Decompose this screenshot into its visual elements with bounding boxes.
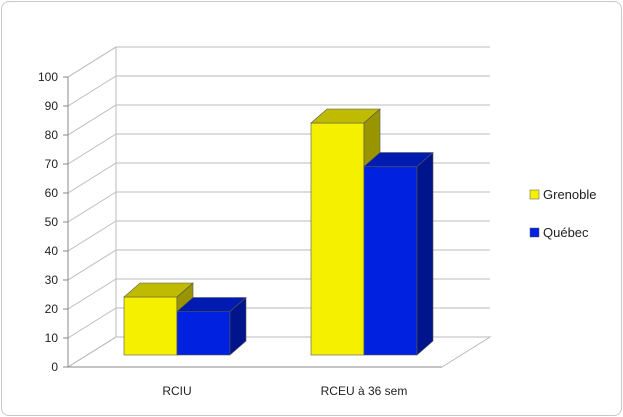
legend: Grenoble Québec	[529, 187, 596, 240]
gridline-depth	[67, 249, 117, 281]
bar-qu-bec-1	[363, 151, 434, 356]
bar-qu-bec-0	[176, 296, 247, 356]
y-tick-label: 90	[45, 99, 59, 113]
bar-front	[310, 122, 365, 356]
gridline-depth	[67, 336, 117, 368]
x-axis-categories: RCIU RCEU à 36 sem	[162, 384, 407, 398]
y-tick-label: 20	[45, 302, 59, 316]
y-tick-label: 60	[45, 186, 59, 200]
gridline-depth	[67, 46, 117, 78]
x-category-label: RCIU	[162, 384, 191, 398]
legend-label: Québec	[543, 225, 589, 240]
bar-front	[363, 166, 418, 356]
y-tick-label: 80	[45, 128, 59, 142]
gridline-depth	[67, 307, 117, 339]
legend-swatch	[529, 227, 540, 238]
legend-label: Grenoble	[543, 187, 596, 202]
y-tick-label: 100	[38, 70, 58, 84]
y-axis-ticks: 0 10 20 30 40 50 60 70 80 90 100	[38, 70, 442, 374]
bar-front	[123, 296, 178, 356]
y-tick-label: 0	[51, 360, 58, 374]
y-tick-label: 30	[45, 273, 59, 287]
x-category-label: RCEU à 36 sem	[321, 384, 408, 398]
legend-swatch	[529, 189, 540, 200]
y-tick-label: 10	[45, 331, 59, 345]
bar-front	[176, 311, 231, 356]
bar-side	[229, 296, 247, 356]
gridline-depth	[67, 75, 117, 107]
y-tick-label: 50	[45, 215, 59, 229]
bar-side	[416, 151, 434, 356]
gridline-depth	[67, 104, 117, 136]
bars	[123, 108, 434, 356]
gridline-depth	[67, 191, 117, 223]
gridline-depth	[67, 162, 117, 194]
gridline-depth	[67, 220, 117, 252]
y-tick-label: 40	[45, 244, 59, 258]
y-tick-label: 70	[45, 157, 59, 171]
gridline-depth	[67, 133, 117, 165]
gridline-depth	[67, 278, 117, 310]
